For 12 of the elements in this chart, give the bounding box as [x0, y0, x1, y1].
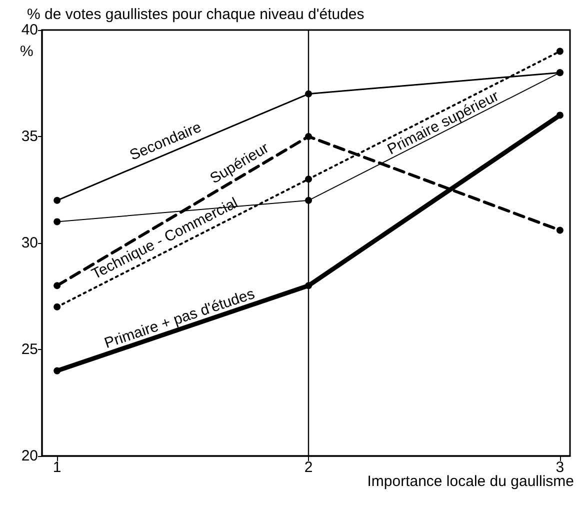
chart-title: % de votes gaullistes pour chaque niveau d'études — [27, 6, 364, 23]
y-tick-label: 30 — [21, 234, 38, 252]
y-tick-label: 20 — [21, 448, 38, 464]
y-tick-label: 35 — [21, 128, 38, 145]
y-axis-title: % — [20, 43, 34, 60]
text: Primaire + pas d'études — [102, 285, 257, 352]
x-tick-label: 3 — [556, 459, 564, 476]
x-tick-label: 1 — [52, 459, 62, 476]
y-tick-label: 25 — [21, 341, 38, 358]
x-tick-label: 2 — [304, 459, 313, 476]
x-axis-title: Importance locale du gaullisme — [367, 473, 574, 490]
y-tick-label: 40 — [21, 22, 38, 38]
